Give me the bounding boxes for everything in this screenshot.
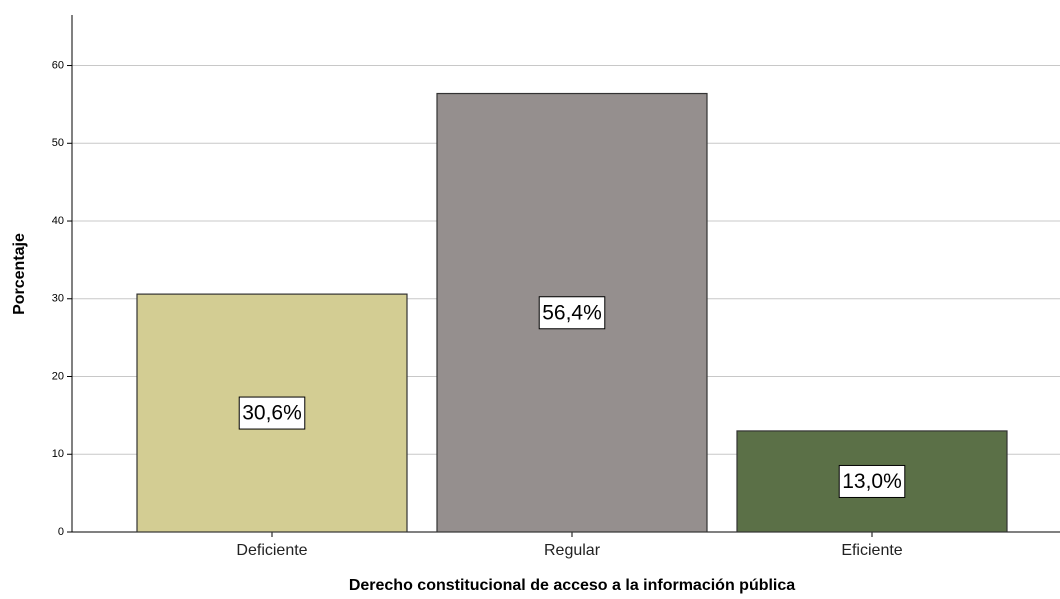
- x-tick-label: Eficiente: [841, 542, 902, 559]
- y-tick-label: 60: [52, 59, 64, 71]
- y-tick-label: 0: [58, 526, 64, 538]
- value-label: 13,0%: [842, 470, 902, 493]
- y-tick-label: 10: [52, 448, 64, 460]
- x-tick-label: Regular: [544, 542, 601, 559]
- y-tick-label: 20: [52, 370, 64, 382]
- y-tick-label: 40: [52, 215, 64, 227]
- value-label-box: [538, 296, 606, 330]
- x-tick-label: Deficiente: [236, 542, 307, 559]
- y-tick-label: 50: [52, 137, 64, 149]
- value-label: 56,4%: [542, 301, 602, 324]
- y-tick-label: 30: [52, 293, 64, 305]
- y-axis-title: Porcentaje: [11, 233, 28, 315]
- value-label-box: [838, 464, 906, 498]
- x-axis-title: Derecho constitucional de acceso a la in…: [349, 577, 795, 594]
- value-label: 30,6%: [242, 402, 302, 425]
- value-label-box: [238, 396, 306, 430]
